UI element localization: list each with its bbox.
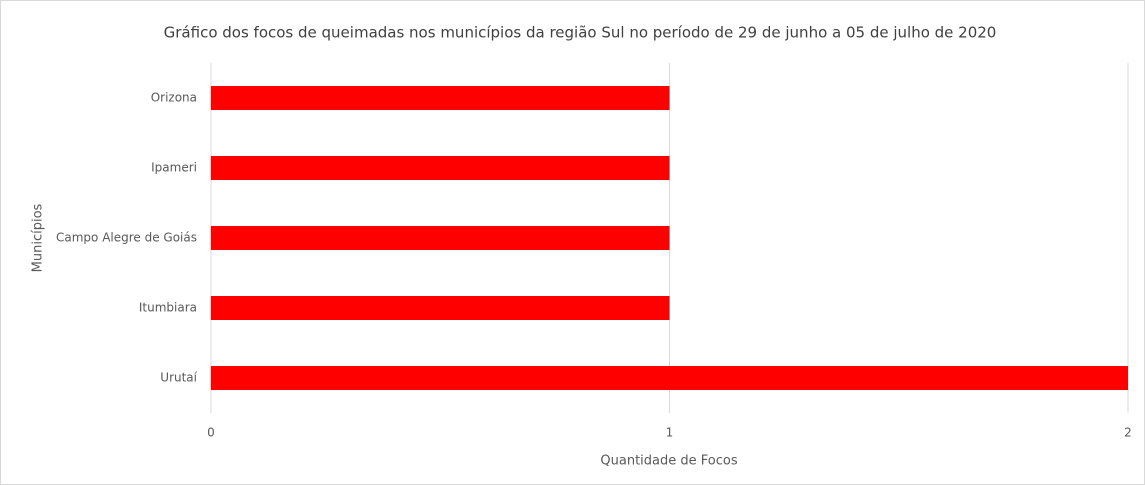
y-axis-title: Municípios (31, 203, 46, 272)
x-tick-label: 0 (207, 426, 215, 440)
bar (211, 156, 670, 180)
bar (211, 86, 670, 110)
bar (211, 226, 670, 250)
x-tick-label: 1 (666, 426, 674, 440)
y-tick-label: Ipameri (151, 161, 197, 175)
y-tick-label: Campo Alegre de Goiás (56, 231, 197, 245)
x-axis-title: Quantidade de Focos (600, 454, 737, 469)
bar (211, 366, 1128, 390)
bar (211, 296, 670, 320)
x-tick-label: 2 (1124, 426, 1132, 440)
y-tick-label: Orizona (151, 91, 197, 105)
y-tick-label: Urutaí (160, 371, 197, 385)
chart-title: Gráfico dos focos de queimadas nos munic… (164, 24, 997, 42)
y-tick-label: Itumbiara (139, 301, 197, 315)
